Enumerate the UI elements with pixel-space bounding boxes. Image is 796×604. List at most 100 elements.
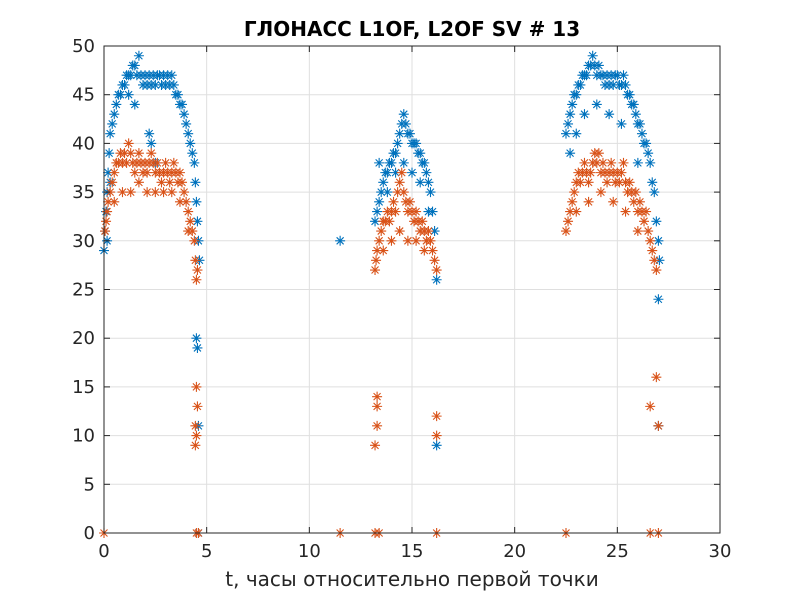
data-point — [643, 226, 654, 237]
data-point — [624, 177, 635, 188]
data-point — [402, 235, 413, 246]
data-point — [645, 235, 656, 246]
data-point — [160, 157, 171, 168]
data-point — [632, 157, 643, 168]
data-point — [634, 118, 645, 129]
data-point — [628, 99, 639, 110]
data-point — [384, 216, 395, 227]
data-point — [192, 265, 203, 276]
data-point — [372, 401, 383, 412]
y-tick-label: 15 — [72, 377, 95, 398]
data-point — [591, 157, 602, 168]
data-point — [192, 216, 203, 227]
data-point — [593, 148, 604, 159]
x-tick-label: 10 — [298, 541, 321, 562]
data-point — [620, 206, 631, 217]
data-point — [144, 128, 155, 139]
data-point — [398, 187, 409, 198]
data-point — [649, 187, 660, 198]
data-point — [123, 138, 134, 149]
data-point — [150, 79, 161, 90]
data-point — [620, 79, 631, 90]
data-point — [561, 226, 571, 237]
data-point — [390, 148, 401, 159]
data-point — [109, 167, 120, 178]
data-point — [156, 177, 167, 188]
data-point — [372, 245, 383, 256]
data-point — [100, 226, 111, 237]
tick-labels: 0 5 10 15 20 25 30 0 5 10 15 20 25 30 35 40 45 50 — [72, 36, 731, 562]
data-point — [190, 420, 201, 431]
data-point — [374, 235, 385, 246]
data-point — [191, 381, 202, 392]
data-point — [189, 235, 200, 246]
data-point — [103, 196, 114, 207]
data-point — [396, 167, 407, 178]
data-point — [587, 50, 598, 61]
data-point — [411, 235, 422, 246]
data-point — [392, 138, 403, 149]
data-point — [388, 196, 399, 207]
y-tick-label: 20 — [72, 328, 95, 349]
data-point — [123, 89, 134, 100]
data-layer — [99, 50, 665, 538]
data-point — [579, 109, 590, 120]
data-point — [425, 187, 436, 198]
data-point — [374, 157, 385, 168]
data-point — [166, 70, 177, 81]
data-point — [425, 235, 436, 246]
data-point — [394, 177, 405, 188]
data-point — [429, 255, 440, 266]
data-point — [191, 274, 202, 285]
data-point — [372, 391, 383, 402]
data-point — [164, 177, 175, 188]
data-point — [107, 118, 118, 129]
data-point — [645, 157, 656, 168]
data-point — [563, 216, 574, 227]
data-point — [177, 99, 188, 110]
data-point — [119, 148, 130, 159]
y-tick-label: 0 — [84, 523, 95, 544]
data-point — [117, 187, 128, 198]
x-tick-label: 15 — [401, 541, 424, 562]
data-point — [374, 196, 385, 207]
data-point — [591, 99, 602, 110]
series-2 — [99, 138, 664, 538]
data-point — [107, 177, 118, 188]
data-point — [133, 148, 144, 159]
data-point — [639, 216, 650, 227]
data-point — [109, 196, 120, 207]
data-point — [390, 167, 401, 178]
y-tick-label: 25 — [72, 280, 95, 301]
data-point — [404, 196, 415, 207]
data-point — [125, 70, 136, 81]
data-point — [565, 109, 576, 120]
data-point — [628, 196, 639, 207]
data-point — [150, 187, 161, 198]
data-point — [632, 226, 643, 237]
data-point — [394, 226, 405, 237]
data-point — [166, 187, 177, 198]
data-point — [567, 196, 578, 207]
data-point — [185, 216, 196, 227]
data-point — [370, 216, 381, 227]
data-point — [152, 157, 163, 168]
data-point — [183, 226, 194, 237]
y-tick-label: 10 — [72, 426, 95, 447]
data-point — [404, 128, 415, 139]
data-point — [382, 167, 393, 178]
data-point — [419, 245, 430, 256]
data-point — [104, 148, 115, 159]
x-axis-label: t, часы относительно первой точки — [225, 567, 598, 591]
data-point — [653, 294, 664, 305]
data-point — [654, 255, 665, 266]
data-point — [431, 430, 442, 441]
data-point — [595, 187, 606, 198]
y-tick-label: 40 — [72, 133, 95, 154]
data-point — [183, 206, 194, 217]
data-point — [618, 70, 629, 81]
x-tick-label: 30 — [709, 541, 732, 562]
data-point — [614, 177, 625, 188]
data-point — [431, 274, 442, 285]
data-point — [653, 235, 664, 246]
